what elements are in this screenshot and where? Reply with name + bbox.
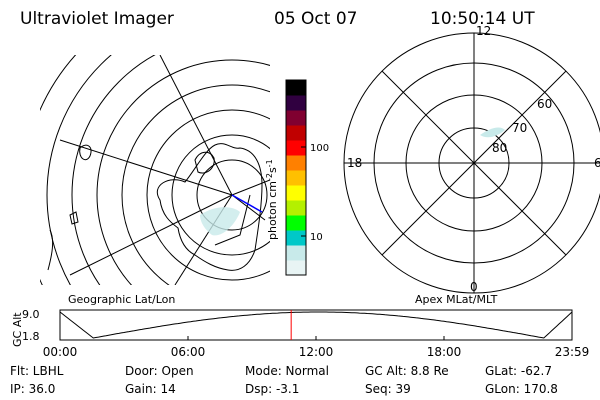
colorbar-tick-label: 10 <box>310 232 323 243</box>
colorbar-segment <box>286 215 306 231</box>
colorbar-frame <box>285 79 307 276</box>
colorbar-unit-label: photon cm-2s-1 <box>265 159 279 240</box>
longitude-line <box>231 179 270 196</box>
colorbar-tick-label: 100 <box>310 143 329 154</box>
altitude-ytick-top: 9.0 <box>22 308 40 321</box>
colorbar-unit-s: s <box>266 167 279 173</box>
colorbar-unit-exponent-1: -2 <box>265 173 274 181</box>
apex-label: Apex MLat/MLT <box>415 293 498 306</box>
latitude-circles <box>40 55 270 285</box>
longitude-line <box>59 139 233 196</box>
longitude-lines <box>59 55 270 285</box>
coastline-segment <box>214 194 251 246</box>
altitude-xtick-label: 12:00 <box>299 345 334 359</box>
glat-info: GLat: -62.7 <box>485 364 552 378</box>
altitude-xtick-label: 18:00 <box>427 345 462 359</box>
colorbar-segment <box>286 125 306 141</box>
observation-date: 05 Oct 07 <box>274 9 357 29</box>
colorbar-unit: photon cm <box>266 181 279 240</box>
seq-info: Seq: 39 <box>365 382 411 396</box>
continent-outline <box>157 143 263 271</box>
colorbar-segment <box>286 200 306 216</box>
colorbar-segment <box>286 140 306 156</box>
instrument-title: Ultraviolet Imager <box>20 9 174 29</box>
colorbar-segment <box>286 245 306 261</box>
island-outline <box>79 144 92 161</box>
glon-info: GLon: 170.8 <box>485 382 558 396</box>
longitude-line <box>159 55 233 196</box>
colorbar-segment <box>286 170 306 186</box>
colorbar-segment <box>286 110 306 126</box>
island-outline <box>69 211 79 225</box>
coastline-segment <box>47 229 54 271</box>
altitude-plot <box>59 309 573 341</box>
mlat-label: 80 <box>492 141 507 155</box>
altitude-xtick-label: 06:00 <box>171 345 206 359</box>
colorbar-segment <box>286 95 306 111</box>
altitude-curve <box>59 311 573 339</box>
mlt-label: 6 <box>594 156 600 170</box>
longitude-line <box>69 194 233 276</box>
altitude-xticks: 00:00 06:00 12:00 18:00 23:59 <box>43 336 590 359</box>
mlt-label: 12 <box>476 24 491 38</box>
colorbar-segment <box>286 230 306 246</box>
mlt-label: 0 <box>470 280 478 294</box>
coastline <box>47 143 263 271</box>
colorbar-segment <box>286 185 306 201</box>
sun-direction-line <box>231 194 263 213</box>
geographic-map <box>40 55 270 285</box>
mode-info: Mode: Normal <box>245 364 329 378</box>
latitude-circle <box>121 84 270 285</box>
latitude-circle <box>46 55 112 285</box>
latitude-circle <box>171 134 270 256</box>
ip-info: IP: 36.0 <box>10 382 55 396</box>
latitude-circle <box>96 59 270 285</box>
gain-info: Gain: 14 <box>125 382 176 396</box>
aurora-patch <box>200 207 240 236</box>
peninsula-outline <box>194 151 215 174</box>
filter-info: Flt: LBHL <box>10 364 64 378</box>
altitude-ytick-bottom: 1.8 <box>22 330 40 343</box>
geographic-label: Geographic Lat/Lon <box>68 293 175 306</box>
colorbar-segment <box>286 80 306 96</box>
latitude-circle <box>71 55 156 285</box>
latitude-circle <box>146 109 270 281</box>
mlat-label: 60 <box>537 97 552 111</box>
aurora-patch <box>480 127 505 138</box>
door-info: Door: Open <box>125 364 194 378</box>
latitude-circle <box>196 159 268 231</box>
dsp-info: Dsp: -3.1 <box>245 382 299 396</box>
colorbar-segment <box>286 260 306 276</box>
altitude-xtick-label: 00:00 <box>43 345 78 359</box>
colorbar-unit-exponent-2: -1 <box>265 159 274 167</box>
altitude-frame <box>59 309 573 341</box>
observation-time: 10:50:14 UT <box>430 9 535 29</box>
mlat-label: 70 <box>512 121 527 135</box>
mlt-axis-diagonal <box>381 70 567 256</box>
altitude-axis-label: GC Alt <box>11 312 24 347</box>
mlt-label: 18 <box>347 156 362 170</box>
colorbar-segment <box>286 155 306 171</box>
altitude-xtick-label: 23:59 <box>555 345 590 359</box>
gc-alt-info: GC Alt: 8.8 Re <box>365 364 449 378</box>
colorbar: 100 10 <box>285 79 329 276</box>
aurora-emission <box>200 194 263 236</box>
